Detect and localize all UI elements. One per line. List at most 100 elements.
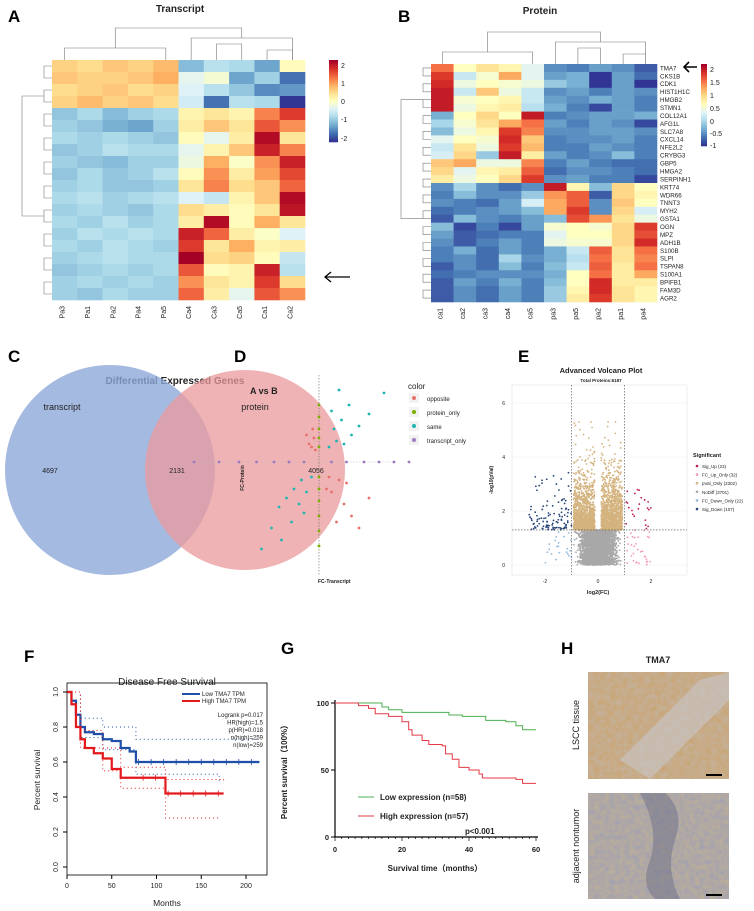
heatmap-row-label: OGN (660, 224, 674, 231)
heatmap-cell (153, 168, 179, 181)
volcano-point (579, 555, 582, 558)
heatmap-cell (153, 84, 179, 97)
volcano-point (594, 553, 597, 556)
heatmap-cell (229, 180, 255, 193)
heatmap-cell (521, 190, 545, 200)
heatmap-cell (453, 198, 477, 208)
volcano-point (609, 531, 611, 534)
volcano-point (593, 536, 595, 539)
dendrogram-branch (422, 273, 431, 283)
heatmap-cell (77, 264, 103, 277)
heatmap-cell (178, 96, 205, 109)
heatmap-cell (127, 216, 154, 229)
scatter-point-transcript-only (237, 460, 241, 464)
heatmap-cell (589, 167, 613, 176)
legend-swatch (412, 410, 416, 414)
heatmap-cell (476, 246, 500, 255)
colorbar-segment (329, 111, 338, 114)
volcano-point (591, 563, 594, 565)
heatmap-cell (52, 132, 78, 145)
heatmap-cell (254, 204, 280, 217)
heatmap-cell (52, 252, 78, 265)
volcano-point (591, 535, 593, 538)
heatmap-cell (566, 206, 590, 216)
scatter-point-same (280, 538, 283, 542)
volcano-point (615, 563, 618, 566)
heatmap-cell (521, 214, 545, 223)
heatmap-cell (589, 278, 613, 287)
heatmap-cell (589, 190, 613, 200)
heatmap-cell (611, 135, 635, 144)
heatmap-cell (127, 180, 154, 193)
volcano-point (591, 551, 593, 554)
heatmap-cell (521, 151, 545, 160)
heatmap-cell (476, 79, 500, 89)
heatmap-cell (77, 228, 103, 241)
scatter-point-protein-only (317, 415, 321, 419)
volcano-point (586, 541, 589, 543)
legend-label: protein_only (427, 411, 460, 417)
heatmap-cell (566, 190, 590, 200)
heatmap-cell (476, 278, 500, 287)
heatmap-cell (544, 246, 567, 255)
heatmap-cell (589, 270, 613, 279)
heatmap-cell (102, 192, 129, 205)
heatmap-cell (521, 127, 545, 136)
heatmap-cell (611, 262, 635, 271)
heatmap-cell (52, 288, 78, 301)
volcano-point (587, 533, 590, 536)
colorbar-segment (701, 84, 707, 87)
heatmap-cell (279, 96, 306, 109)
dendrogram-branch (422, 99, 431, 108)
heatmap-cell (178, 192, 205, 205)
heatmap-column-label: Pa3 (60, 306, 67, 319)
heatmap-cell (102, 72, 129, 85)
scatter-fc (192, 375, 411, 575)
heatmap-cell (127, 72, 154, 85)
heatmap-cell (203, 156, 230, 169)
volcano-point (602, 554, 604, 557)
heatmap-row-label: TNNT3 (660, 200, 680, 207)
heatmap-cell (178, 120, 205, 133)
scatter-point-protein-only (317, 475, 321, 479)
volcano-point (619, 542, 621, 545)
volcano-point (614, 531, 616, 534)
volcano-point (615, 542, 618, 544)
volcano-point (576, 549, 579, 552)
volcano-point (576, 532, 578, 535)
scatter-point-protein-only (317, 403, 321, 407)
scatter-point-opposite (327, 475, 331, 479)
heatmap-cell (566, 151, 590, 160)
dendrogram-branch (43, 161, 52, 175)
scatter-point-opposite (350, 514, 353, 518)
heatmap-cell (566, 222, 590, 231)
heatmap-cell (153, 204, 179, 217)
volcano-point (618, 549, 621, 552)
heatmap-cell (566, 230, 590, 239)
scatter-point-transcript-only (377, 460, 381, 464)
heatmap-cell (102, 180, 129, 193)
colorbar-segment (701, 74, 707, 77)
volcano-point (609, 535, 612, 538)
scatter-point-protein-only (317, 445, 321, 449)
volcano-point (609, 551, 611, 554)
volcano-point (580, 562, 583, 565)
volcano-point (618, 556, 620, 559)
heatmap-cell (229, 204, 255, 217)
volcano-point (589, 556, 592, 559)
heatmap-row-label: TSPAN8 (660, 264, 684, 271)
dendrogram-branch (422, 226, 431, 235)
heatmap-cell (178, 264, 205, 277)
scatter-point-same (382, 391, 386, 395)
heatmap-row-label: SERPINH1 (660, 176, 692, 183)
volcano-point (607, 421, 609, 423)
heatmap-row-label: SLPI (660, 256, 674, 263)
volcano-point (593, 555, 595, 557)
volcano-point (581, 557, 584, 560)
heatmap-column-label: pa1 (618, 308, 625, 320)
heatmap-cell (178, 252, 205, 265)
heatmap-cell (77, 276, 103, 289)
heatmap-cell (102, 216, 129, 229)
heatmap-cell (52, 120, 78, 133)
panel-letter-h: H (561, 639, 573, 658)
